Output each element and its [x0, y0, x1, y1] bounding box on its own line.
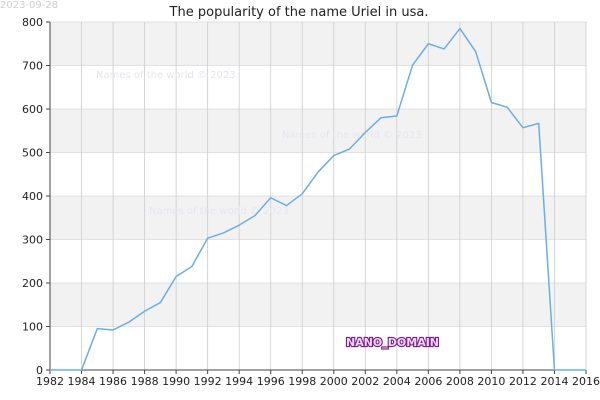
x-tick-label-2008: 2008 [446, 375, 474, 388]
y-tick-label-300: 300 [22, 234, 43, 247]
x-tick-label-1990: 1990 [162, 375, 190, 388]
series-line-0 [50, 27, 586, 371]
x-tick-label-1996: 1996 [257, 375, 285, 388]
y-tick-label-700: 700 [22, 60, 43, 73]
band-700-800 [50, 22, 586, 66]
y-tick-label-0: 0 [36, 364, 43, 377]
x-tick-label-1998: 1998 [288, 375, 316, 388]
band-500-600 [50, 109, 586, 153]
x-axis-ticks: 1982 1984 1986 1988 1990 1992 1994 1996 1998 2000… [36, 370, 600, 388]
chart-title: The popularity of the name Uriel in usa. [169, 5, 429, 20]
background-bands [50, 22, 586, 327]
y-tick-label-600: 600 [22, 103, 43, 116]
x-tick-label-1994: 1994 [225, 375, 253, 388]
band-300-400 [50, 196, 586, 240]
x-tick-label-2000: 2000 [320, 375, 348, 388]
y-tick-label-100: 100 [22, 321, 43, 334]
y-axis-ticks: 0 100 200 300 400 500 600 700 800 [22, 16, 50, 377]
x-tick-label-2010: 2010 [477, 375, 505, 388]
x-tick-label-2002: 2002 [351, 375, 379, 388]
y-tick-label-200: 200 [22, 277, 43, 290]
watermark-2: Names of the world © 2023 [282, 130, 422, 141]
x-tick-label-1986: 1986 [99, 375, 127, 388]
y-tick-label-400: 400 [22, 190, 43, 203]
x-tick-label-1988: 1988 [131, 375, 159, 388]
watermark-3: Names of the world © 2023 [149, 206, 289, 217]
x-tick-label-2004: 2004 [383, 375, 411, 388]
x-tick-label-2016: 2016 [572, 375, 600, 388]
x-tick-label-1992: 1992 [194, 375, 222, 388]
watermark-1: Names of the world © 2023 [96, 70, 236, 81]
band-100-200 [50, 283, 586, 327]
x-tick-label-1984: 1984 [68, 375, 96, 388]
y-tick-label-800: 800 [22, 16, 43, 29]
date-stamp: 2023-09-28 [0, 0, 58, 11]
logo: NANO_DOMAIN [346, 336, 439, 349]
x-tick-label-2006: 2006 [414, 375, 442, 388]
watermarks: Names of the world © 2023 Names of the w… [96, 70, 422, 217]
series-group [50, 27, 586, 371]
y-tick-label-500: 500 [22, 147, 43, 160]
x-tick-label-1982: 1982 [36, 375, 64, 388]
x-tick-label-2014: 2014 [540, 375, 568, 388]
x-tick-label-2012: 2012 [509, 375, 537, 388]
